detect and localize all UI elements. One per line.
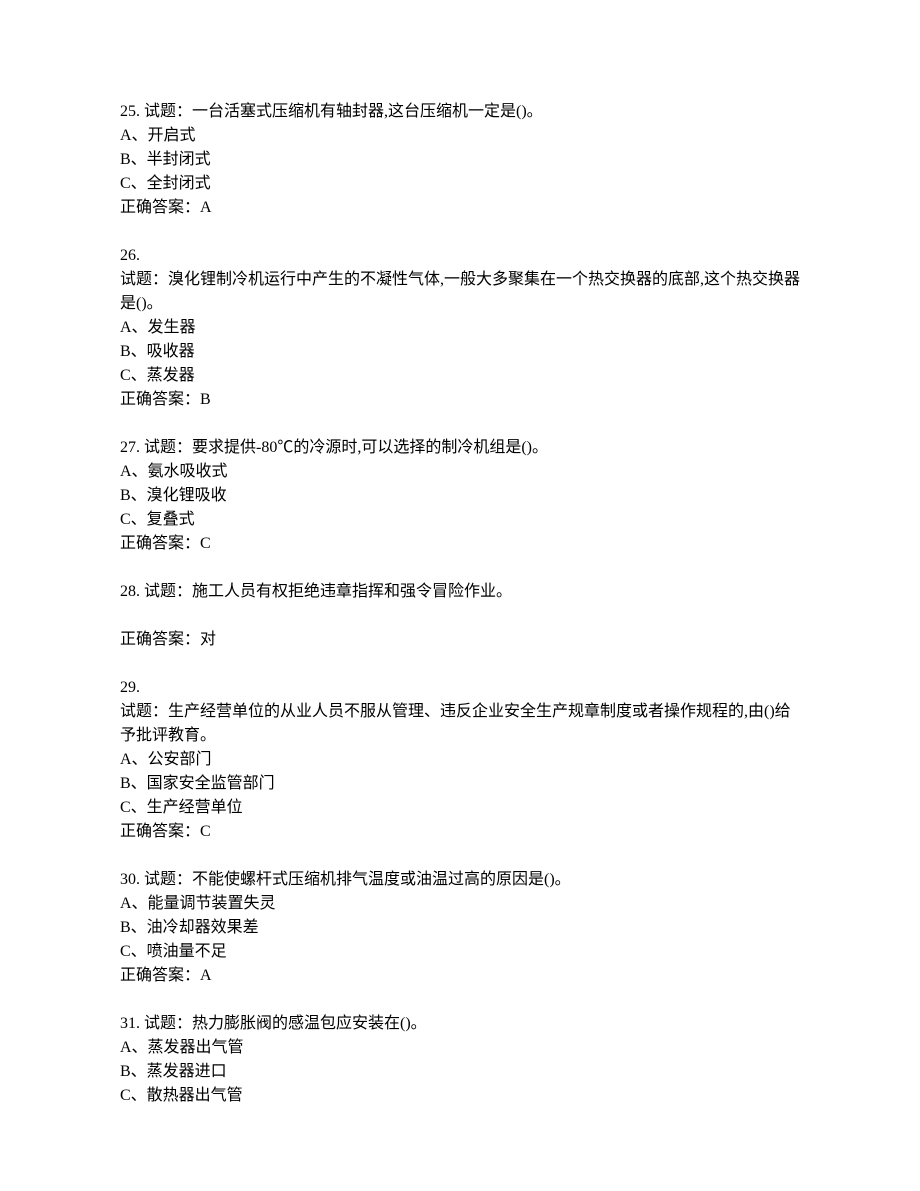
question-28: 28. 试题：施工人员有权拒绝违章指挥和强令冒险作业。 正确答案：对 xyxy=(120,580,800,652)
option-a: A、氨水吸收式 xyxy=(120,460,800,484)
answer: 正确答案：C xyxy=(120,820,800,844)
question-number: 30. xyxy=(120,871,140,888)
question-29: 29. 试题：生产经营单位的从业人员不服从管理、违反企业安全生产规章制度或者操作… xyxy=(120,676,800,844)
option-c: C、生产经营单位 xyxy=(120,796,800,820)
option-b: B、蒸发器进口 xyxy=(120,1060,800,1084)
option-a: A、开启式 xyxy=(120,124,800,148)
option-c: C、散热器出气管 xyxy=(120,1084,800,1108)
question-text: 试题：施工人员有权拒绝违章指挥和强令冒险作业。 xyxy=(144,583,512,600)
question-number: 25. xyxy=(120,103,140,120)
question-27: 27. 试题：要求提供-80℃的冷源时,可以选择的制冷机组是()。 A、氨水吸收… xyxy=(120,436,800,556)
question-prompt: 28. 试题：施工人员有权拒绝违章指挥和强令冒险作业。 xyxy=(120,580,800,604)
option-a: A、发生器 xyxy=(120,316,800,340)
option-c: C、喷油量不足 xyxy=(120,940,800,964)
option-b: B、油冷却器效果差 xyxy=(120,916,800,940)
option-c: C、蒸发器 xyxy=(120,364,800,388)
question-prompt: 25. 试题：一台活塞式压缩机有轴封器,这台压缩机一定是()。 xyxy=(120,100,800,124)
option-b: B、国家安全监管部门 xyxy=(120,772,800,796)
option-b: B、半封闭式 xyxy=(120,148,800,172)
question-text: 试题：热力膨胀阀的感温包应安装在()。 xyxy=(144,1015,427,1032)
option-b: B、溴化锂吸收 xyxy=(120,484,800,508)
option-c: C、复叠式 xyxy=(120,508,800,532)
question-30: 30. 试题：不能使螺杆式压缩机排气温度或油温过高的原因是()。 A、能量调节装… xyxy=(120,868,800,988)
question-number: 26. xyxy=(120,244,800,268)
answer: 正确答案：A xyxy=(120,196,800,220)
question-prompt: 31. 试题：热力膨胀阀的感温包应安装在()。 xyxy=(120,1012,800,1036)
question-prompt: 30. 试题：不能使螺杆式压缩机排气温度或油温过高的原因是()。 xyxy=(120,868,800,892)
answer: 正确答案：B xyxy=(120,388,800,412)
question-prompt: 27. 试题：要求提供-80℃的冷源时,可以选择的制冷机组是()。 xyxy=(120,436,800,460)
question-31: 31. 试题：热力膨胀阀的感温包应安装在()。 A、蒸发器出气管 B、蒸发器进口… xyxy=(120,1012,800,1108)
question-number: 31. xyxy=(120,1015,140,1032)
question-text: 试题：生产经营单位的从业人员不服从管理、违反企业安全生产规章制度或者操作规程的,… xyxy=(120,700,800,748)
question-25: 25. 试题：一台活塞式压缩机有轴封器,这台压缩机一定是()。 A、开启式 B、… xyxy=(120,100,800,220)
question-text: 试题：要求提供-80℃的冷源时,可以选择的制冷机组是()。 xyxy=(144,439,548,456)
option-a: A、公安部门 xyxy=(120,748,800,772)
answer: 正确答案：C xyxy=(120,532,800,556)
option-a: A、蒸发器出气管 xyxy=(120,1036,800,1060)
answer: 正确答案：对 xyxy=(120,628,800,652)
question-text: 试题：溴化锂制冷机运行中产生的不凝性气体,一般大多聚集在一个热交换器的底部,这个… xyxy=(120,268,800,316)
question-text: 试题：不能使螺杆式压缩机排气温度或油温过高的原因是()。 xyxy=(144,871,571,888)
blank-line xyxy=(120,604,800,628)
option-b: B、吸收器 xyxy=(120,340,800,364)
question-26: 26. 试题：溴化锂制冷机运行中产生的不凝性气体,一般大多聚集在一个热交换器的底… xyxy=(120,244,800,412)
option-a: A、能量调节装置失灵 xyxy=(120,892,800,916)
question-text: 试题：一台活塞式压缩机有轴封器,这台压缩机一定是()。 xyxy=(144,103,543,120)
question-number: 27. xyxy=(120,439,140,456)
option-c: C、全封闭式 xyxy=(120,172,800,196)
question-number: 28. xyxy=(120,583,140,600)
question-number: 29. xyxy=(120,676,800,700)
answer: 正确答案：A xyxy=(120,964,800,988)
